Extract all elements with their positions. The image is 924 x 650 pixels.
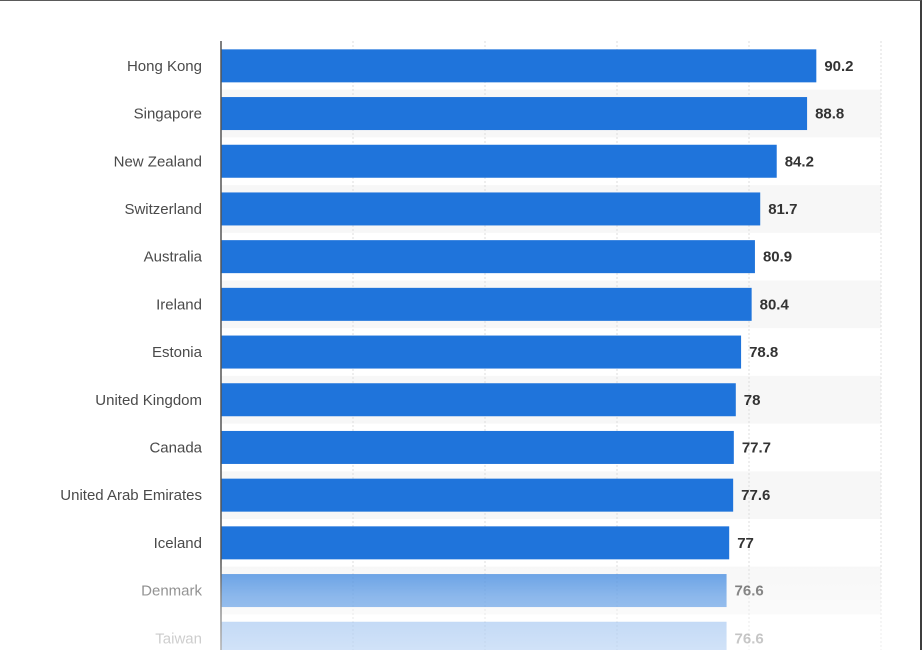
bar[interactable] (221, 144, 777, 178)
category-label: Taiwan (155, 630, 202, 647)
bar[interactable] (221, 192, 761, 226)
category-label: Canada (149, 439, 202, 456)
bars (221, 49, 817, 650)
category-label: United Arab Emirates (60, 487, 202, 504)
value-label: 80.9 (763, 249, 792, 266)
category-label: United Kingdom (95, 392, 202, 409)
bar[interactable] (221, 383, 736, 417)
category-label: Switzerland (124, 201, 202, 218)
value-label: 76.6 (735, 583, 764, 600)
value-label: 88.8 (815, 106, 844, 123)
bar[interactable] (221, 240, 755, 274)
category-labels: Hong Kong Singapore New Zealand Switzerland… (60, 58, 202, 647)
category-label: Hong Kong (127, 58, 202, 75)
category-label: Singapore (134, 106, 202, 123)
category-label: Australia (144, 249, 203, 266)
bar[interactable] (221, 49, 817, 83)
bar[interactable] (221, 97, 808, 131)
category-label: Iceland (154, 535, 202, 552)
bar[interactable] (221, 287, 752, 321)
bar[interactable] (221, 574, 727, 608)
bar[interactable] (221, 526, 730, 560)
value-label: 90.2 (824, 58, 853, 75)
value-label: 84.2 (785, 153, 814, 170)
bar[interactable] (221, 430, 734, 464)
value-label: 78.8 (749, 344, 778, 361)
value-label: 78 (744, 392, 761, 409)
category-label: New Zealand (114, 153, 202, 170)
value-label: 77 (737, 535, 754, 552)
bar[interactable] (221, 621, 727, 650)
value-label: 76.6 (735, 630, 764, 647)
bar[interactable] (221, 478, 734, 512)
bar[interactable] (221, 335, 742, 369)
value-label: 77.6 (741, 487, 770, 504)
value-label: 80.4 (760, 296, 790, 313)
value-label: 81.7 (768, 201, 797, 218)
category-label: Estonia (152, 344, 203, 361)
category-label: Ireland (156, 296, 202, 313)
value-label: 77.7 (742, 439, 771, 456)
category-label: Denmark (141, 583, 202, 600)
